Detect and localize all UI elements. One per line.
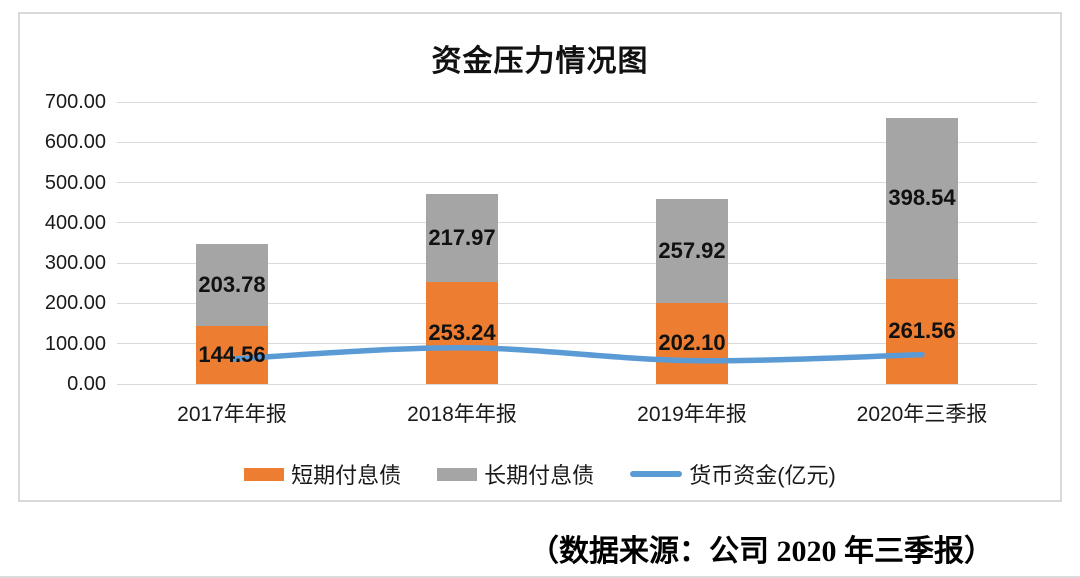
y-tick-label: 300.00 — [44, 252, 106, 275]
x-tick-label: 2019年年报 — [637, 403, 747, 426]
legend-item: 货币资金(亿元) — [630, 458, 836, 490]
chart-card: 资金压力情况图 0.00 100.00 200.00 300.00 400.00 500.… — [18, 12, 1062, 502]
y-tick-label: 500.00 — [44, 171, 106, 194]
gridline — [117, 262, 1037, 264]
legend-bar-swatch — [437, 467, 478, 481]
bar-segment — [656, 302, 728, 384]
data-label: 261.56 — [888, 318, 956, 344]
gridline — [117, 302, 1037, 304]
y-tick-label: 600.00 — [44, 131, 106, 154]
data-label: 253.24 — [428, 319, 496, 345]
x-tick-label: 2017年年报 — [177, 403, 287, 426]
y-tick-label: 200.00 — [44, 292, 106, 315]
gridline — [117, 383, 1037, 385]
gridline — [117, 101, 1037, 103]
y-tick-label: 100.00 — [44, 332, 106, 355]
line-series — [229, 344, 925, 364]
data-label: 398.54 — [888, 185, 956, 211]
bar-segment — [656, 198, 728, 303]
legend-label: 长期付息债 — [484, 463, 595, 488]
data-label: 217.97 — [428, 225, 496, 251]
gridline — [117, 141, 1037, 143]
data-label: 202.10 — [658, 330, 726, 356]
plot-area: 144.56 203.78 253.24 217.97 202.10 257.92 261.… — [117, 101, 1037, 385]
data-label: 203.78 — [198, 271, 266, 297]
legend-label: 货币资金(亿元) — [689, 463, 836, 488]
gridline — [117, 343, 1037, 345]
x-axis-labels: 2017年年报 2018年年报 2019年年报 2020年三季报 — [117, 398, 1037, 426]
legend-item: 长期付息债 — [437, 458, 594, 490]
legend: 短期付息债 长期付息债 货币资金(亿元) — [20, 458, 1060, 490]
y-axis-labels: 0.00 100.00 200.00 300.00 400.00 500.00 600.00… — [20, 91, 106, 395]
bar-segment — [886, 118, 958, 279]
y-tick-label: 700.00 — [44, 91, 106, 113]
gridline — [117, 222, 1037, 224]
bar-segment — [426, 194, 498, 282]
bar-segment — [196, 243, 268, 326]
data-label: 257.92 — [658, 237, 726, 263]
legend-bar-swatch — [244, 467, 285, 481]
bar-segment — [886, 278, 958, 384]
legend-label: 短期付息债 — [291, 463, 402, 488]
data-label: 144.56 — [198, 341, 266, 367]
chart-title: 资金压力情况图 — [431, 45, 649, 78]
legend-item: 短期付息债 — [244, 458, 401, 490]
y-tick-label: 400.00 — [44, 211, 106, 234]
legend-line-swatch — [630, 471, 683, 477]
gridline — [117, 182, 1037, 184]
source-note: （数据来源：公司 2020 年三季报） — [529, 535, 994, 568]
y-tick-label: 0.00 — [67, 373, 106, 395]
x-tick-label: 2018年年报 — [407, 403, 517, 426]
line-path — [229, 344, 925, 364]
x-tick-label: 2020年三季报 — [856, 403, 988, 426]
bar-segment — [426, 281, 498, 384]
